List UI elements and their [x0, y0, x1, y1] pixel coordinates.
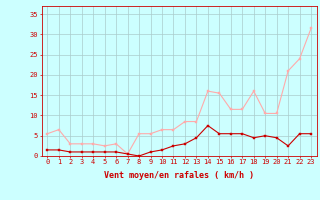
X-axis label: Vent moyen/en rafales ( km/h ): Vent moyen/en rafales ( km/h ) — [104, 171, 254, 180]
